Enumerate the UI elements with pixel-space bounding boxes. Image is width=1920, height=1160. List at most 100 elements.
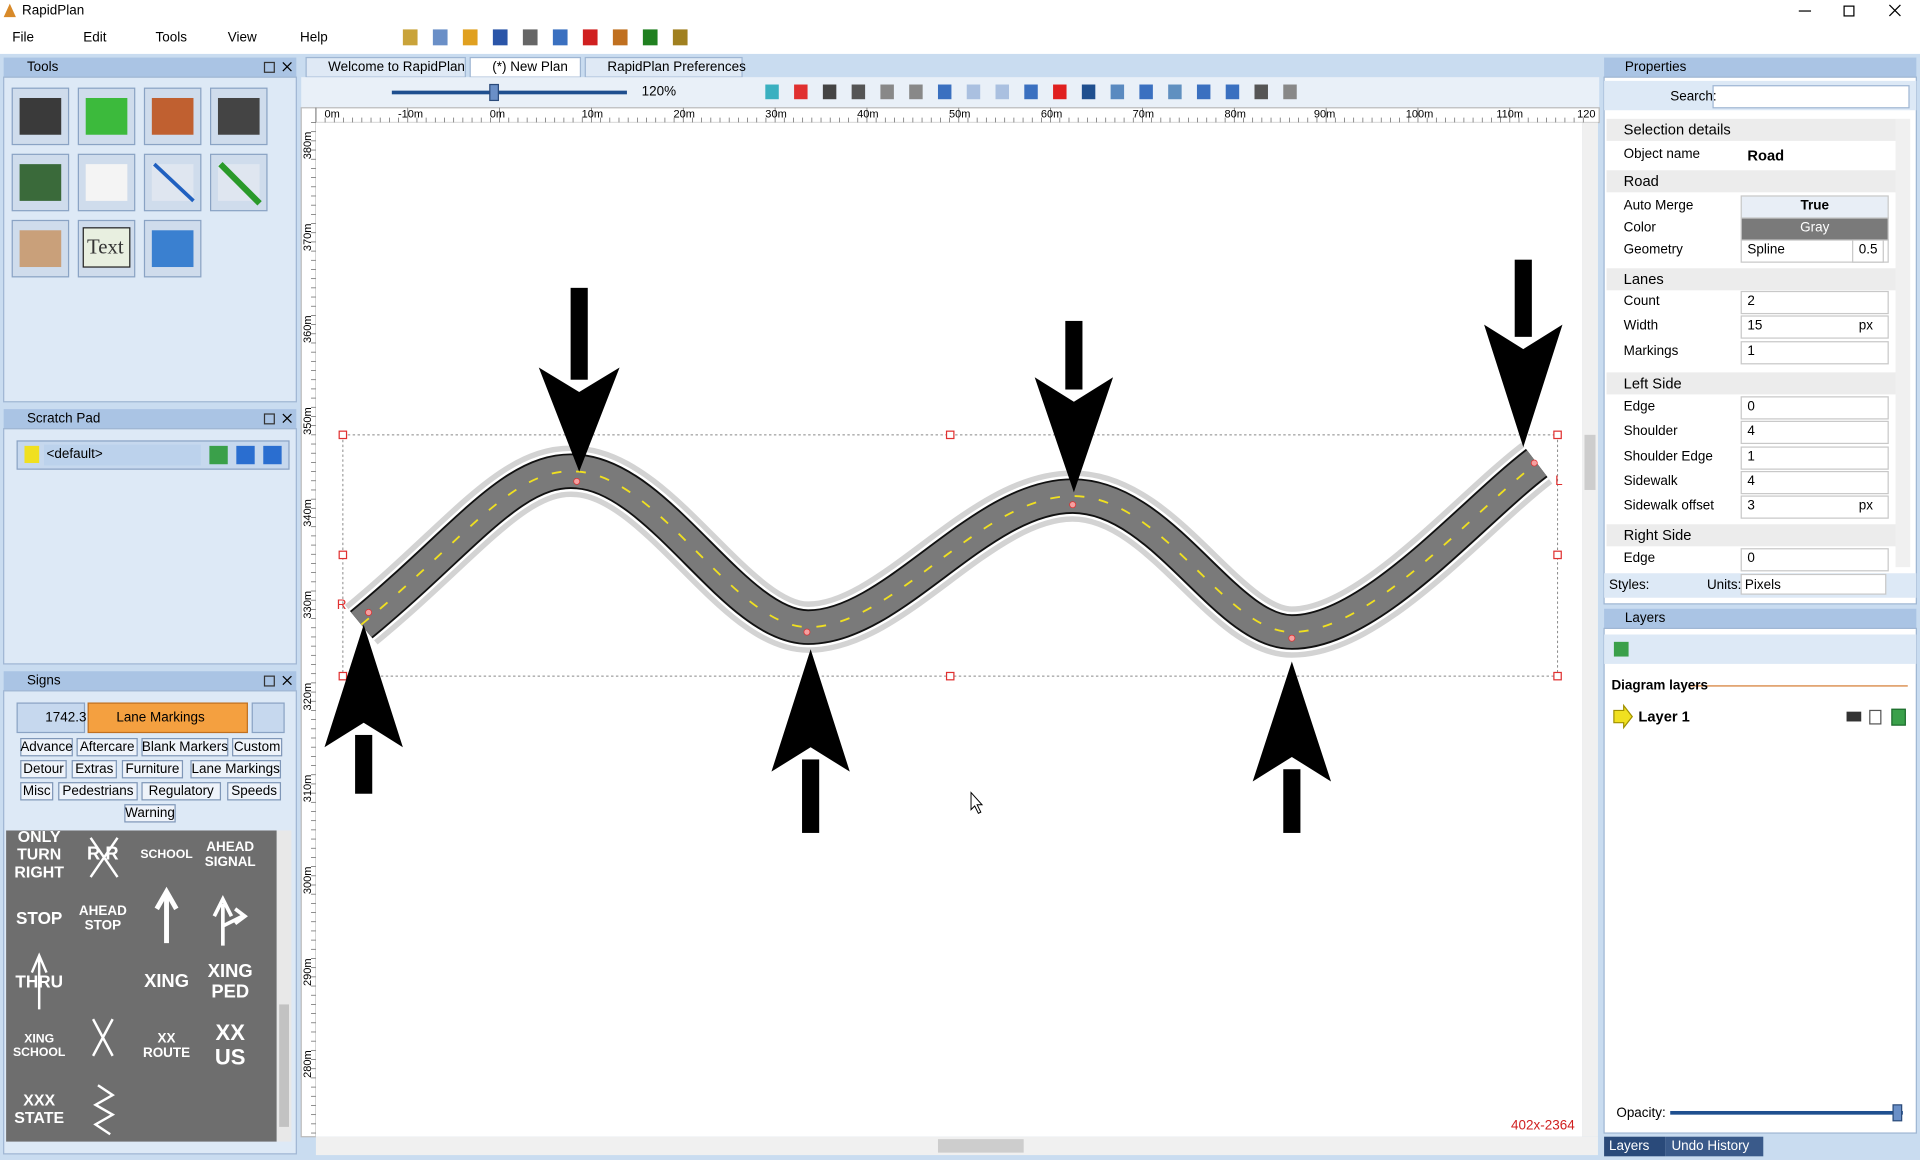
section-title[interactable]: Road (1623, 172, 1659, 190)
sign-item[interactable]: THRU (15, 971, 63, 992)
sign-tab[interactable]: Misc (22, 783, 51, 799)
restore-icon (1843, 5, 1855, 17)
sign-item[interactable]: XX US (214, 1020, 246, 1070)
sign-tab[interactable]: Extras (75, 761, 114, 777)
sign-tab[interactable]: Warning (125, 805, 175, 821)
document-tab[interactable]: (*) New Plan (492, 60, 568, 75)
value-box (1740, 239, 1889, 263)
ruler-x-label: 0m (489, 107, 506, 121)
bottom-tab (1665, 1136, 1764, 1157)
layer-d-icon (1891, 708, 1906, 726)
sign-tab[interactable]: Furniture (125, 761, 180, 777)
sign-tab-box (20, 782, 54, 801)
scratch-button (236, 445, 255, 465)
sign-tab-box (76, 738, 138, 757)
section-title[interactable]: Selection details (1623, 121, 1731, 139)
menu-item[interactable]: Help (300, 30, 328, 46)
coordinates: 402x-2364 (1511, 1118, 1575, 1134)
sign-tab[interactable]: Custom (233, 739, 281, 755)
tool-icon (19, 97, 62, 135)
layer-name[interactable]: Layer 1 (1638, 707, 1690, 726)
doc-toolbar-button (909, 84, 923, 100)
bottom-tab-label[interactable]: Undo History (1671, 1139, 1750, 1154)
document-tab[interactable]: RapidPlan Preferences (607, 60, 746, 75)
sign-tab[interactable]: Blank Markers (141, 739, 228, 755)
sign-item[interactable]: XING SCHOOL (12, 1032, 66, 1060)
sign-item[interactable]: R R (87, 843, 119, 865)
line-tool-icon (218, 161, 262, 206)
sign-item[interactable]: XXX STATE (14, 1091, 65, 1127)
opacity-track (1670, 1110, 1903, 1115)
arrow-shaft (1514, 259, 1532, 337)
sign-tab[interactable]: Pedestrians (62, 783, 134, 799)
control-point (1288, 634, 1296, 642)
section-title[interactable]: Lanes (1623, 270, 1664, 288)
sign-item[interactable]: ONLY TURN RIGHT (14, 827, 64, 881)
sign-item[interactable]: SCHOOL (140, 848, 193, 862)
scratch-header (3, 409, 297, 429)
document-tab[interactable]: Welcome to RapidPlan (328, 60, 465, 75)
toolbar-button (402, 29, 418, 46)
property-value[interactable]: Gray (1800, 220, 1830, 236)
layer-lock-icon (1869, 709, 1882, 725)
property-value[interactable]: 4 (1747, 474, 1755, 489)
section-title[interactable]: Right Side (1623, 526, 1692, 544)
tool-icon (151, 230, 194, 268)
sign-category[interactable]: Lane Markings (116, 710, 205, 726)
menu-item[interactable]: Tools (155, 30, 187, 46)
property-value[interactable]: Spline (1747, 242, 1785, 258)
pin-button (263, 675, 275, 687)
ruler-y-label: 370m (301, 223, 314, 252)
scratch-button (263, 445, 282, 465)
units-box (1740, 573, 1887, 595)
sign-item[interactable]: AHEAD SIGNAL (204, 840, 256, 870)
sign-tab[interactable]: Regulatory (148, 783, 214, 799)
menu-item[interactable]: Edit (83, 30, 107, 46)
property-label: Auto Merge (1623, 198, 1694, 214)
property-value[interactable]: 1 (1747, 449, 1755, 465)
sign-item[interactable]: XX ROUTE (142, 1031, 191, 1061)
tools-header (3, 57, 297, 78)
units-value[interactable]: Pixels (1744, 578, 1781, 593)
menu-item[interactable]: View (227, 30, 257, 46)
property-value[interactable]: 2 (1747, 293, 1755, 309)
sign-item[interactable]: STOP (15, 908, 63, 928)
layers-add-button (1613, 641, 1629, 657)
sign-tab[interactable]: Lane Markings (191, 761, 280, 777)
doc-toolbar-button (937, 84, 952, 100)
property-value[interactable]: 4 (1747, 423, 1755, 439)
property-value[interactable]: 1 (1747, 344, 1755, 359)
menu-item[interactable]: File (12, 30, 34, 46)
sign-tab[interactable]: Speeds (231, 783, 277, 799)
property-value[interactable]: 0 (1747, 551, 1755, 566)
arrow-shaft (802, 759, 820, 833)
property-extra[interactable]: 0.5 (1858, 242, 1878, 258)
sign-item[interactable]: AHEAD STOP (78, 903, 127, 934)
scratch-item-label[interactable]: <default> (46, 447, 103, 462)
property-value[interactable]: 15 (1747, 318, 1763, 334)
control-point (803, 628, 811, 636)
text-tool-label[interactable]: Text (86, 235, 124, 259)
bottom-tab-label[interactable]: Layers (1608, 1139, 1650, 1154)
property-value[interactable]: 0 (1747, 399, 1755, 415)
sign-tab[interactable]: Aftercare (79, 739, 135, 755)
sign-tab[interactable]: Advance (20, 739, 73, 755)
sign-item[interactable]: XING PED (207, 960, 253, 1002)
opacity-thumb (1892, 1104, 1903, 1122)
panel-title: Signs (26, 673, 61, 689)
property-value[interactable]: Road (1747, 146, 1785, 165)
sign-tab-box (20, 760, 67, 779)
doc-toolbar-button (1225, 84, 1240, 100)
property-value[interactable]: True (1800, 198, 1829, 214)
sign-count[interactable]: 1742.3 (45, 710, 87, 726)
h-scroll-thumb (937, 1139, 1024, 1153)
property-value[interactable]: 3 (1747, 498, 1755, 514)
sign-tab[interactable]: Detour (23, 761, 64, 777)
sign-item[interactable]: XING (144, 971, 189, 992)
styles-label: Styles: (1608, 578, 1650, 593)
property-label: Shoulder Edge (1623, 449, 1713, 465)
section-title[interactable]: Left Side (1623, 374, 1682, 392)
tool-icon (151, 97, 194, 135)
ruler-x-label: 50m (948, 107, 971, 121)
property-label: Shoulder (1623, 423, 1678, 439)
